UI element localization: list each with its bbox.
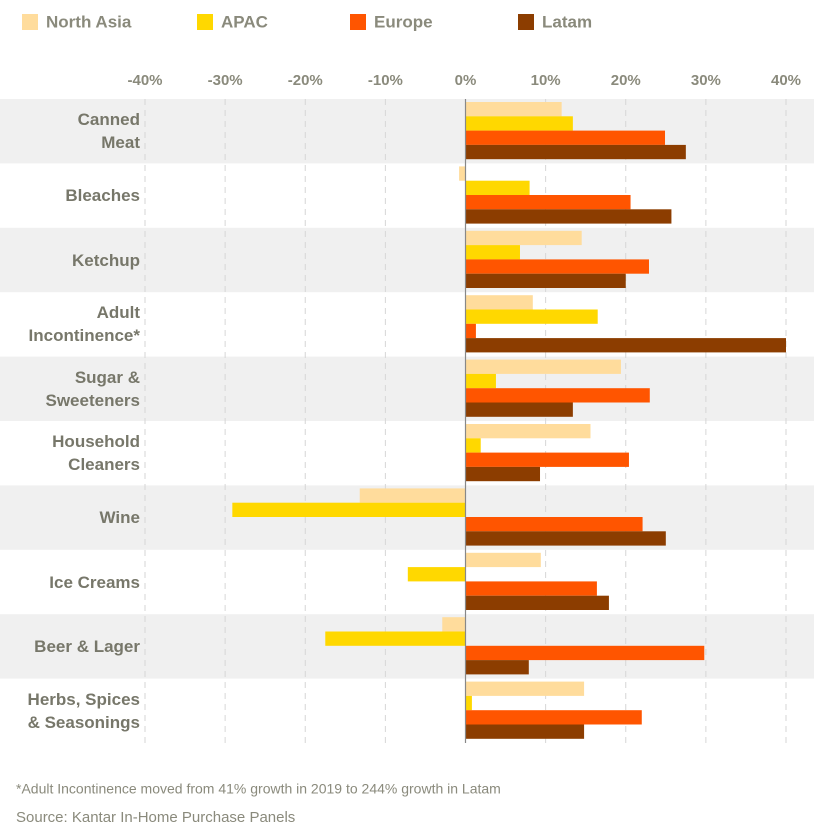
category-label: Adult Incontinence* bbox=[28, 303, 140, 346]
bar bbox=[465, 323, 476, 339]
row-band bbox=[0, 356, 814, 421]
legend-swatch bbox=[518, 14, 534, 30]
bar bbox=[465, 645, 705, 661]
row-band bbox=[0, 227, 814, 293]
bar bbox=[465, 309, 598, 324]
bar bbox=[465, 102, 562, 117]
x-tick-label: 30% bbox=[691, 72, 721, 89]
category-label: Sugar & Sweeteners bbox=[45, 367, 141, 410]
x-tick-label: -30% bbox=[208, 72, 243, 89]
bar bbox=[232, 502, 466, 517]
category-label: Ice Creams bbox=[49, 572, 140, 592]
category-label: Household Cleaners bbox=[52, 432, 140, 475]
legend-swatch bbox=[197, 14, 213, 30]
bar bbox=[465, 424, 591, 439]
category-label: Canned Meat bbox=[77, 110, 140, 153]
legend-label: APAC bbox=[221, 12, 268, 31]
bar bbox=[465, 517, 643, 532]
legend-swatch bbox=[22, 14, 38, 30]
bar bbox=[442, 617, 466, 632]
x-tick-label: 20% bbox=[611, 72, 641, 89]
source: Source: Kantar In-Home Purchase Panels bbox=[16, 809, 295, 826]
bar bbox=[465, 338, 786, 353]
x-tick-label: 0% bbox=[455, 72, 477, 89]
bar bbox=[325, 631, 466, 646]
bar bbox=[465, 595, 609, 610]
category-label: Wine bbox=[99, 508, 140, 528]
category-label: Ketchup bbox=[72, 250, 140, 270]
legend-label: Europe bbox=[374, 12, 433, 31]
bar bbox=[465, 295, 533, 310]
legend-swatch bbox=[350, 14, 366, 30]
bar bbox=[465, 452, 629, 467]
bar bbox=[465, 552, 541, 568]
bar bbox=[465, 388, 650, 403]
category-label: Herbs, Spices & Seasonings bbox=[27, 689, 140, 732]
bar bbox=[465, 273, 626, 288]
bar bbox=[465, 402, 573, 417]
x-tick-label: -40% bbox=[127, 72, 162, 89]
bar bbox=[465, 130, 666, 145]
bar bbox=[465, 724, 585, 739]
category-label: Beer & Lager bbox=[34, 636, 140, 656]
bar bbox=[465, 531, 666, 546]
bar bbox=[465, 438, 481, 453]
x-tick-label: 10% bbox=[531, 72, 561, 89]
bar bbox=[465, 359, 621, 374]
legend-label: North Asia bbox=[46, 12, 132, 31]
legend-label: Latam bbox=[542, 12, 592, 31]
footnote: *Adult Incontinence moved from 41% growt… bbox=[16, 781, 501, 797]
bar bbox=[465, 209, 672, 224]
bar bbox=[465, 195, 631, 210]
bar bbox=[465, 581, 597, 596]
bar bbox=[465, 144, 686, 160]
x-tick-label: -10% bbox=[368, 72, 403, 89]
bar bbox=[465, 660, 529, 675]
bar bbox=[465, 180, 530, 195]
x-tick-label: 40% bbox=[771, 72, 801, 89]
x-tick-label: -20% bbox=[288, 72, 323, 89]
bar bbox=[465, 373, 496, 389]
bar bbox=[359, 488, 466, 503]
bar bbox=[465, 259, 649, 274]
bar bbox=[465, 245, 520, 260]
bar bbox=[465, 710, 642, 725]
bar bbox=[465, 466, 541, 482]
bar bbox=[465, 230, 582, 246]
bar bbox=[459, 166, 466, 181]
bar bbox=[465, 681, 585, 696]
category-label: Bleaches bbox=[65, 186, 140, 206]
bar bbox=[407, 567, 466, 582]
bar bbox=[465, 116, 573, 131]
bar bbox=[465, 695, 472, 711]
